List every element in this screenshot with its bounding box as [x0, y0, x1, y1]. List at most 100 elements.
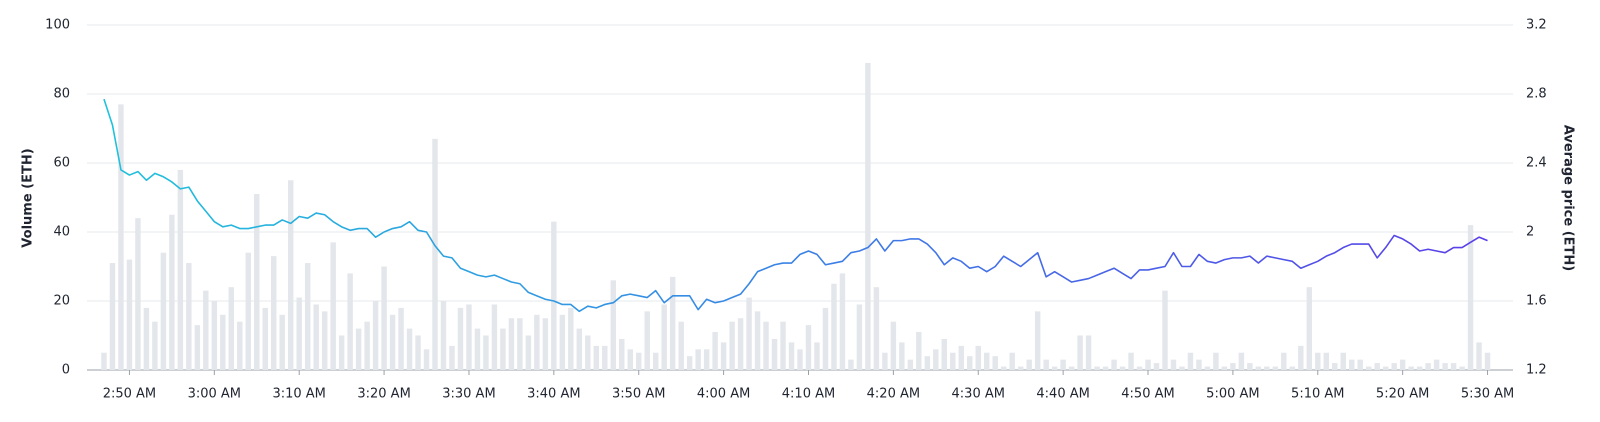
volume-bar [211, 301, 218, 370]
x-tick-label: 4:00 AM [697, 387, 750, 402]
volume-bar [1382, 366, 1389, 370]
y2-tick-label: 3.2 [1526, 18, 1547, 33]
x-tick-label: 5:10 AM [1291, 387, 1344, 402]
volume-bar [304, 263, 311, 370]
volume-bar [746, 297, 752, 370]
y2-tick-label: 2.4 [1526, 156, 1547, 171]
volume-bar [254, 194, 260, 370]
x-tick-label: 3:20 AM [357, 387, 410, 402]
volume-bar [457, 307, 464, 370]
volume-bar [1077, 335, 1083, 370]
volume-bar [814, 342, 820, 370]
volume-bar [1213, 352, 1219, 370]
volume-bar [245, 252, 251, 370]
volume-bar [449, 345, 455, 370]
volume-bar [534, 314, 540, 370]
volume-bar [1357, 359, 1363, 370]
volume-bar [126, 259, 133, 370]
volume-bar [661, 304, 667, 370]
x-tick-label: 3:50 AM [612, 387, 665, 402]
volume-bar [338, 335, 345, 370]
volume-bar [1221, 366, 1228, 370]
volume-bar [882, 352, 888, 370]
volume-bar [1340, 352, 1346, 370]
volume-bar [992, 356, 998, 370]
volume-bar [1111, 359, 1117, 370]
volume-bar [984, 352, 990, 370]
volume-bar [788, 342, 795, 370]
volume-bar [500, 328, 506, 370]
y-tick-label: 0 [62, 363, 70, 378]
volume-bar [262, 307, 268, 370]
volume-bar [1238, 352, 1245, 370]
volume-bar [1136, 366, 1143, 370]
volume-bar [135, 218, 141, 370]
x-tick-label: 5:20 AM [1376, 387, 1429, 402]
volume-bar [1009, 352, 1015, 370]
volume-bar [1349, 359, 1355, 370]
volume-bar [797, 349, 803, 370]
volume-bar [432, 138, 438, 370]
volume-bar [559, 314, 566, 370]
volume-bar [737, 318, 744, 370]
volume-bar [1085, 335, 1092, 370]
volume-bar [1170, 359, 1177, 370]
volume-bar [712, 332, 718, 370]
volume-bar [585, 335, 591, 370]
volume-bar [1017, 366, 1024, 370]
volume-bar [1187, 352, 1194, 370]
volume-bar [1230, 363, 1236, 370]
volume-bar [101, 352, 107, 370]
volume-bar [669, 276, 676, 370]
volume-bar [602, 345, 608, 370]
volume-bar [1459, 366, 1465, 370]
volume-bar [491, 304, 498, 370]
volume-bar [415, 335, 421, 370]
volume-bar [1332, 363, 1338, 370]
y-tick-label: 80 [53, 87, 70, 102]
volume-bar [398, 307, 404, 370]
volume-bar [466, 304, 472, 370]
volume-bar [805, 325, 812, 370]
volume-bar [916, 332, 922, 370]
volume-bar [381, 266, 387, 370]
volume-bar [627, 349, 633, 370]
volume-bar [822, 307, 829, 370]
x-tick-label: 3:10 AM [272, 387, 325, 402]
x-tick-label: 4:40 AM [1036, 387, 1089, 402]
volume-bar [542, 318, 549, 370]
volume-bar [1051, 366, 1058, 370]
volume-bar [355, 328, 362, 370]
y2-axis-title: Average price (ETH) [1561, 125, 1576, 271]
volume-bar [720, 342, 727, 370]
x-tick-label: 4:50 AM [1121, 387, 1174, 402]
volume-bar [109, 263, 116, 370]
volume-bar [1450, 363, 1457, 370]
volume-bar [347, 273, 353, 370]
volume-bar [1281, 352, 1287, 370]
volume-bar [958, 345, 964, 370]
volume-bar [593, 345, 600, 370]
volume-bar [831, 283, 837, 370]
volume-bar [1365, 366, 1372, 370]
volume-bar [1094, 366, 1100, 370]
volume-bar [406, 328, 413, 370]
volume-bar [152, 321, 158, 370]
volume-bar [1416, 366, 1423, 370]
volume-bar [483, 335, 489, 370]
x-tick-label: 3:40 AM [527, 387, 580, 402]
volume-bar [1179, 366, 1185, 370]
volume-bar [1145, 359, 1151, 370]
volume-bar [703, 349, 710, 370]
volume-bar [372, 301, 379, 370]
volume-bar [279, 314, 285, 370]
volume-bar [169, 214, 175, 370]
volume-bar [1153, 363, 1160, 370]
volume-bar [287, 180, 294, 370]
volume-bar [865, 62, 871, 370]
volume-bar [1060, 359, 1066, 370]
volume-bar [890, 321, 897, 370]
volume-bar [941, 338, 948, 370]
x-tick-label: 4:10 AM [782, 387, 835, 402]
